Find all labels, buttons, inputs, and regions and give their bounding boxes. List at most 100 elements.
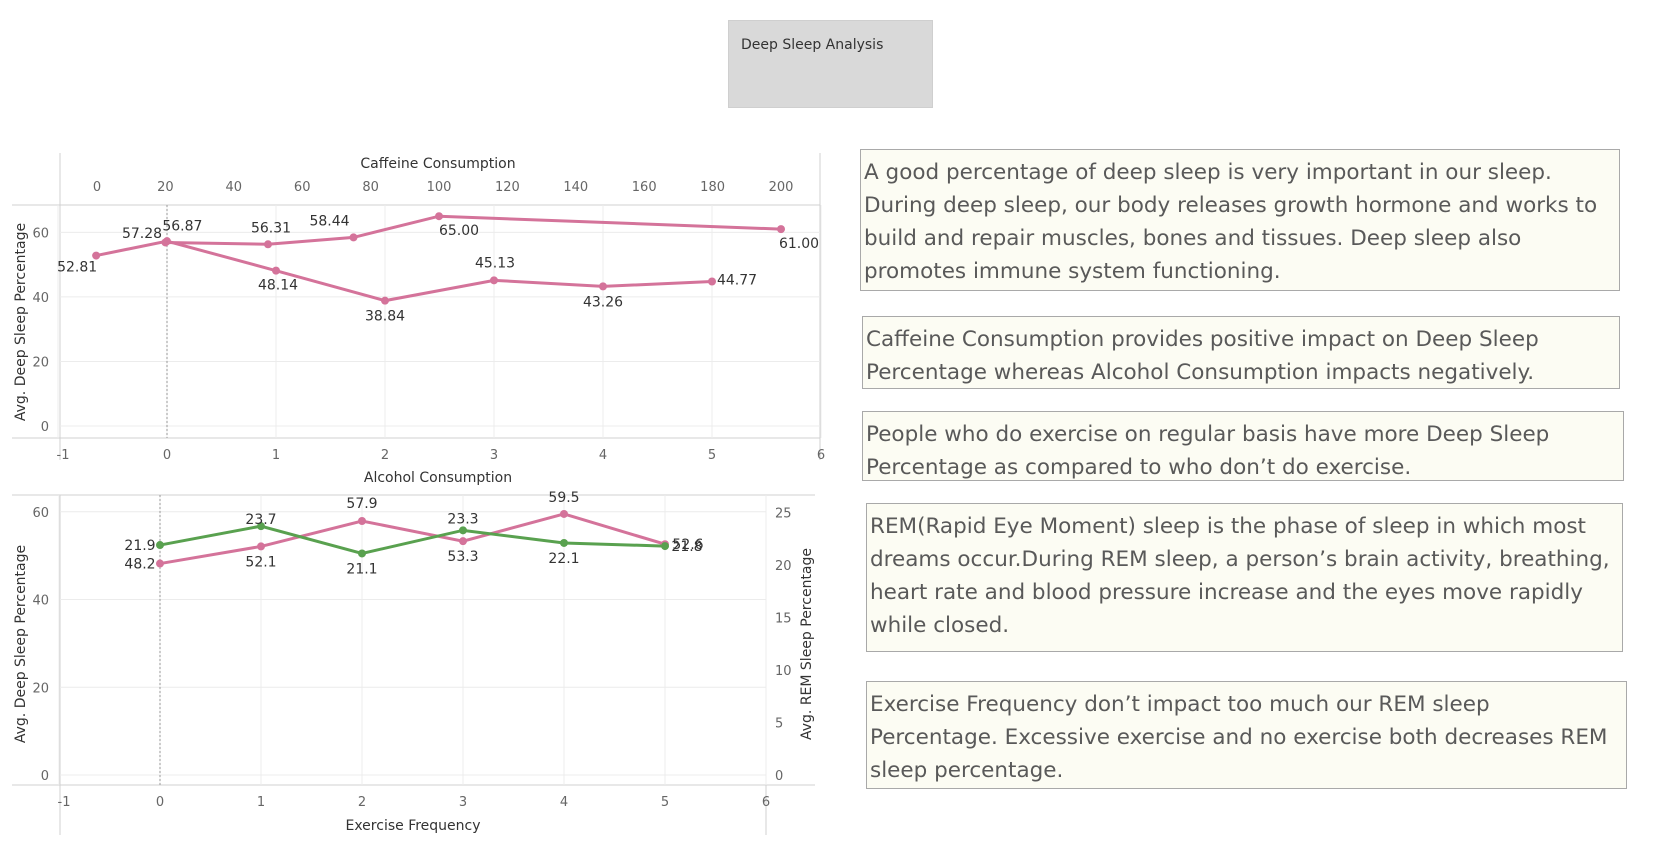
alcohol-point (92, 251, 101, 260)
x-bottom-tick-label: -1 (57, 448, 70, 463)
alcohol-data-label: 52.81 (57, 260, 97, 276)
deep-sleep-series-line (159, 512, 666, 566)
caffeine-point (264, 240, 272, 249)
note-text: A good percentage of deep sleep is very … (864, 160, 1598, 284)
rem-sleep-point (358, 549, 366, 558)
alcohol-data-label: 43.26 (583, 294, 623, 310)
deep-sleep-data-label: 59.5 (548, 490, 579, 506)
x-tick-label: 6 (762, 795, 770, 810)
x-bottom-tick-label: 6 (817, 448, 825, 463)
y-tick-label: 60 (32, 226, 49, 241)
deep-sleep-point (358, 516, 366, 525)
x-top-tick-label: 0 (93, 180, 101, 195)
note-deep-sleep-importance: A good percentage of deep sleep is very … (860, 149, 1620, 291)
alcohol-data-label: 44.77 (717, 273, 757, 289)
rem-sleep-data-label: 21.8 (671, 539, 702, 555)
deep-sleep-data-label: 57.9 (346, 496, 377, 512)
caffeine-data-label: 61.00 (779, 236, 819, 252)
x-top-tick-label: 80 (362, 180, 379, 195)
y-tick-label: 40 (32, 291, 49, 306)
dashboard-title: Deep Sleep Analysis (741, 37, 884, 53)
y2-tick-label: 25 (775, 507, 792, 522)
rem-sleep-data-label: 23.7 (245, 512, 276, 528)
x-top-tick-label: 160 (632, 180, 657, 195)
rem-sleep-data-label: 21.1 (346, 561, 377, 577)
y-axis-title: Avg. Deep Sleep Percentage (13, 223, 29, 421)
x-top-tick-label: 140 (563, 180, 588, 195)
rem-sleep-point (156, 541, 164, 550)
note-text: Exercise Frequency don’t impact too much… (870, 692, 1608, 783)
caffeine-data-label: 65.00 (439, 223, 479, 239)
x-top-tick-label: 180 (700, 180, 725, 195)
y2-tick-label: 5 (775, 717, 783, 732)
y2-tick-label: 15 (775, 612, 792, 627)
deep-sleep-data-label: 52.6 (672, 537, 703, 553)
caffeine-data-label: 56.87 (162, 218, 202, 234)
x-tick-label: 5 (661, 795, 669, 810)
alcohol-data-label: 38.84 (365, 309, 405, 325)
x-top-tick-label: 20 (157, 180, 174, 195)
rem-sleep-point (257, 522, 265, 531)
alcohol-data-label: 57.28 (122, 226, 162, 242)
alcohol-point (272, 266, 280, 275)
y-tick-label: 20 (32, 355, 49, 370)
x-bottom-tick-label: 1 (272, 448, 280, 463)
alcohol-point (599, 282, 607, 291)
caffeine-point (435, 212, 443, 221)
x-bottom-tick-label: 0 (163, 448, 171, 463)
alcohol-point (708, 277, 716, 286)
x-bottom-tick-label: 5 (708, 448, 716, 463)
y-axis-title: Avg. Deep Sleep Percentage (13, 545, 29, 743)
x-tick-label: 3 (459, 795, 467, 810)
y-tick-label: 0 (41, 420, 49, 435)
x-bottom-tick-label: 3 (490, 448, 498, 463)
x-bottom-tick-label: 2 (381, 448, 389, 463)
y-tick-label: 60 (32, 506, 49, 521)
note-text: People who do exercise on regular basis … (866, 422, 1550, 480)
alcohol-point (381, 296, 389, 305)
note-text: Caffeine Consumption provides positive i… (866, 327, 1539, 385)
rem-sleep-series-line (159, 524, 666, 555)
deep-sleep-data-label: 53.3 (447, 549, 478, 565)
rem-sleep-data-label: 22.1 (548, 551, 579, 567)
y2-axis-title: Avg. REM Sleep Percentage (799, 548, 815, 740)
x-tick-label: 2 (358, 795, 366, 810)
y-tick-label: 40 (32, 594, 49, 609)
x-tick-label: 1 (257, 795, 265, 810)
x-tick-label: 0 (156, 795, 164, 810)
deep-sleep-point (257, 542, 265, 551)
y2-tick-label: 20 (775, 559, 792, 574)
rem-sleep-point (661, 542, 669, 551)
x-top-tick-label: 40 (226, 180, 243, 195)
x-top-tick-label: 60 (294, 180, 311, 195)
dashboard-title-box: Deep Sleep Analysis (728, 20, 933, 108)
note-exercise-rem: Exercise Frequency don’t impact too much… (866, 681, 1627, 789)
rem-sleep-point (560, 538, 568, 547)
alcohol-data-label: 45.13 (475, 255, 515, 271)
note-caffeine-alcohol: Caffeine Consumption provides positive i… (862, 316, 1620, 389)
caffeine-point (161, 238, 170, 247)
deep-sleep-data-label: 48.2 (124, 557, 155, 573)
deep-sleep-data-label: 52.1 (245, 554, 276, 570)
y2-tick-label: 10 (775, 664, 792, 679)
x-axis-title: Exercise Frequency (345, 818, 480, 834)
x-tick-label: 4 (560, 795, 568, 810)
rem-sleep-point (459, 526, 467, 535)
x-top-tick-label: 100 (427, 180, 452, 195)
x-bottom-tick-label: 4 (599, 448, 607, 463)
caffeine-data-label: 56.31 (251, 220, 291, 236)
alcohol-data-label: 48.14 (258, 278, 298, 294)
deep-sleep-point (156, 559, 164, 568)
x-top-tick-label: 120 (495, 180, 520, 195)
caffeine-point (349, 233, 358, 242)
note-text: REM(Rapid Eye Moment) sleep is the phase… (870, 514, 1610, 638)
alcohol-point (490, 276, 498, 285)
y-tick-label: 0 (41, 769, 49, 784)
alcohol-series-line (95, 239, 713, 303)
note-rem-sleep: REM(Rapid Eye Moment) sleep is the phase… (866, 503, 1623, 652)
y2-tick-label: 0 (775, 769, 783, 784)
x-top-tick-label: 200 (769, 180, 794, 195)
deep-sleep-point (560, 509, 568, 518)
caffeine-data-label: 58.44 (309, 213, 349, 229)
deep-sleep-point (459, 537, 467, 546)
